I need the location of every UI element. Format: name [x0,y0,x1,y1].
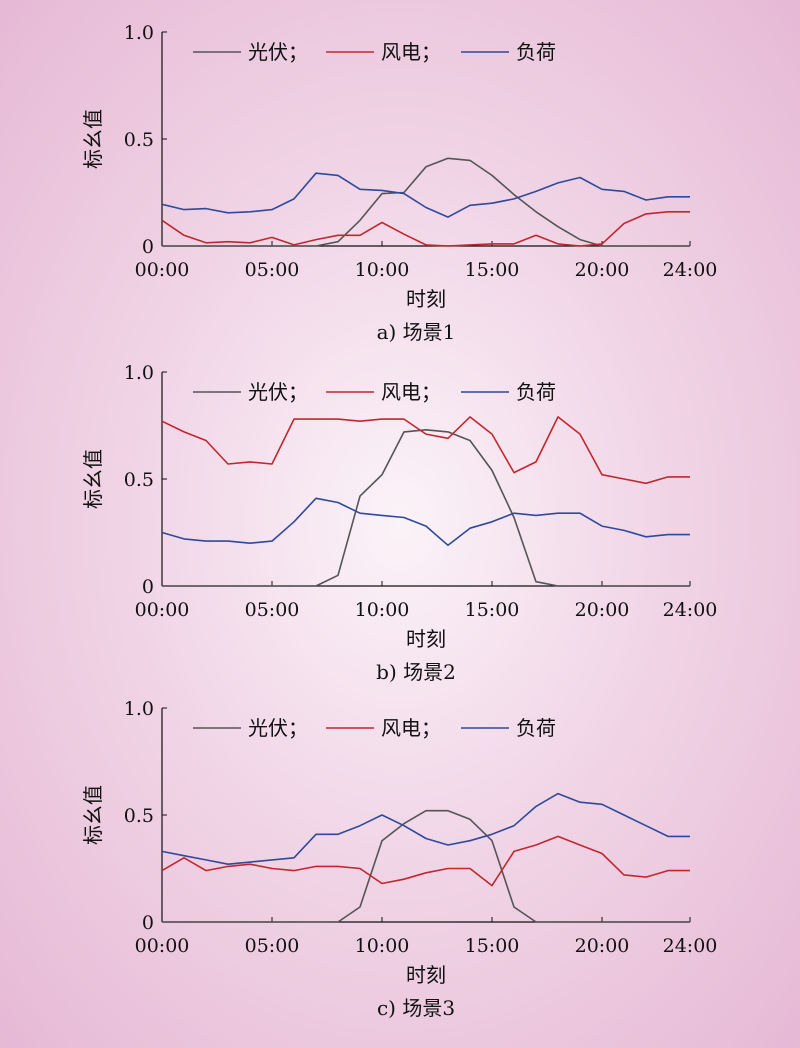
legend-label: 光伏； [248,716,308,740]
x-tick-label: 05:00 [245,599,300,621]
series-line-1 [162,157,690,247]
legend-label: 负荷 [516,380,556,404]
y-tick-label: 1.0 [124,22,154,44]
y-axis-label: 标幺值 [81,109,105,169]
x-tick-label: 05:00 [245,259,300,281]
legend-label: 风电； [381,40,441,64]
x-axis-label: 时刻 [406,287,446,311]
x-tick-label: 20:00 [575,259,630,281]
chart-panel-3: 0 0.5 1.0 00:00 05:00 10:00 15:00 20:00 24:00 标幺值… [81,698,717,1020]
x-tick-label: 05:00 [245,935,300,957]
legend-label: 光伏； [248,380,308,404]
series-line-3 [161,792,690,866]
x-tick-label: 20:00 [575,935,630,957]
y-axis-label: 标幺值 [81,785,105,845]
chart-panel-1: 0 0.5 1.0 00:00 05:00 10:00 15:00 20:00 24:00 标幺值… [81,22,717,344]
x-tick-label: 20:00 [575,599,630,621]
y-tick-label: 1.0 [124,362,154,384]
series-line-3 [161,172,690,218]
series-line-3 [161,497,690,547]
y-tick-label: 0 [142,576,154,598]
x-tick-label: 15:00 [465,259,520,281]
y-tick-label: 0 [142,912,154,934]
y-axis-label: 标幺值 [81,449,105,509]
series-line-1 [162,428,690,587]
y-tick-label: 0.5 [124,469,154,491]
panel-caption: b) 场景2 [376,660,456,684]
x-tick-label: 24:00 [663,599,718,621]
x-tick-label: 15:00 [465,935,520,957]
y-tick-label: 0 [142,236,154,258]
series-line-2 [161,835,690,887]
series-line-2 [161,211,690,247]
chart-panel-2: 0 0.5 1.0 00:00 05:00 10:00 15:00 20:00 24:00 标幺值… [81,362,717,684]
y-tick-label: 0.5 [124,129,154,151]
x-tick-label: 10:00 [355,259,410,281]
x-tick-label: 00:00 [135,259,190,281]
legend-label: 负荷 [516,716,556,740]
panel-caption: c) 场景3 [377,996,455,1020]
x-tick-label: 24:00 [663,259,718,281]
x-tick-label: 10:00 [355,599,410,621]
y-tick-label: 0.5 [124,805,154,827]
series-line-1 [162,809,690,923]
x-tick-label: 15:00 [465,599,520,621]
x-tick-label: 24:00 [663,935,718,957]
x-axis-label: 时刻 [406,627,446,651]
legend-label: 光伏； [248,40,308,64]
legend-label: 风电； [381,716,441,740]
x-tick-label: 00:00 [135,599,190,621]
x-tick-label: 10:00 [355,935,410,957]
legend-label: 风电； [381,380,441,404]
legend-label: 负荷 [516,40,556,64]
y-tick-label: 1.0 [124,698,154,720]
x-tick-label: 00:00 [135,935,190,957]
x-axis-label: 时刻 [406,963,446,987]
panel-caption: a) 场景1 [377,320,456,344]
series-line-2 [161,416,690,485]
